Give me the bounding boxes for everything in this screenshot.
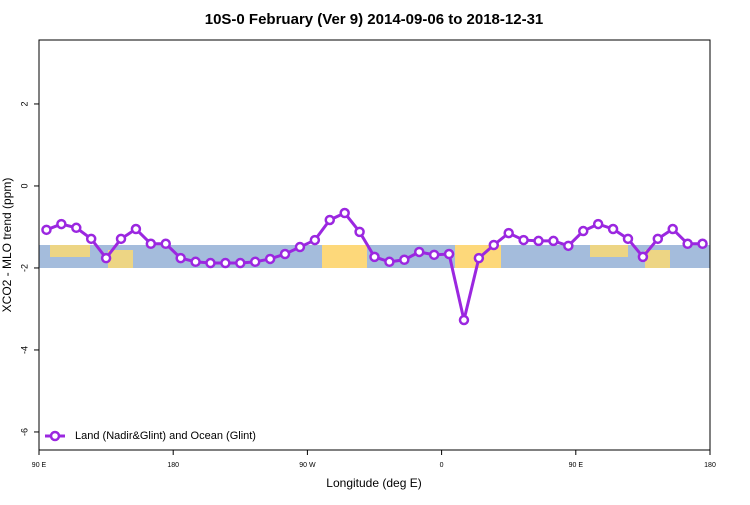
data-point bbox=[205, 257, 216, 269]
data-point bbox=[115, 233, 127, 245]
data-point bbox=[533, 235, 544, 247]
y-tick-label: -6 bbox=[19, 428, 29, 436]
plot-frame bbox=[38, 39, 711, 451]
data-point bbox=[71, 222, 82, 234]
data-point bbox=[428, 249, 440, 261]
data-point bbox=[339, 207, 350, 219]
data-point bbox=[488, 239, 500, 251]
data-point bbox=[518, 234, 529, 246]
data-point bbox=[324, 214, 336, 226]
data-point bbox=[607, 223, 619, 235]
data-point bbox=[309, 234, 321, 246]
data-point bbox=[548, 235, 559, 247]
chart-title: 10S-0 February (Ver 9) 2014-09-06 to 201… bbox=[205, 11, 544, 28]
data-point bbox=[443, 248, 455, 260]
data-point bbox=[354, 226, 365, 238]
x-tick-label: 180 bbox=[704, 462, 716, 469]
x-axis-label: Longitude (deg E) bbox=[326, 476, 421, 490]
data-point bbox=[294, 241, 306, 253]
data-point bbox=[220, 257, 231, 269]
data-point bbox=[503, 227, 514, 239]
legend-label: Land (Nadir&Glint) and Ocean (Glint) bbox=[75, 430, 256, 442]
x-tick-label: 90 E bbox=[569, 462, 584, 469]
y-tick-label: 0 bbox=[19, 183, 29, 188]
data-point bbox=[682, 238, 693, 250]
data-point bbox=[384, 256, 395, 268]
data-point bbox=[622, 233, 634, 245]
x-tick-label: 180 bbox=[167, 462, 179, 469]
y-axis-label: XCO2 - MLO trend (ppm) bbox=[0, 178, 14, 313]
data-point bbox=[41, 224, 52, 236]
data-point bbox=[56, 218, 67, 230]
data-point bbox=[637, 251, 649, 263]
data-point bbox=[399, 254, 410, 266]
y-tick-label: 2 bbox=[19, 101, 29, 106]
data-point bbox=[652, 233, 664, 245]
data-point bbox=[697, 238, 708, 250]
data-point bbox=[413, 246, 425, 258]
data-point bbox=[145, 238, 157, 250]
data-point bbox=[175, 252, 186, 264]
x-tick-label: 0 bbox=[440, 462, 444, 469]
data-point bbox=[578, 225, 589, 237]
x-tick-label: 90 W bbox=[299, 462, 316, 469]
data-point bbox=[100, 252, 112, 264]
data-point bbox=[563, 240, 574, 252]
data-point bbox=[235, 257, 246, 269]
data-point bbox=[190, 256, 201, 268]
data-point bbox=[473, 252, 485, 264]
data-point bbox=[249, 256, 261, 268]
y-tick-label: -4 bbox=[19, 346, 29, 354]
data-point bbox=[264, 253, 276, 265]
legend-marker bbox=[49, 430, 61, 442]
x-tick-label: 90 E bbox=[32, 462, 47, 469]
data-point bbox=[667, 223, 678, 235]
data-point bbox=[130, 223, 142, 235]
data-point bbox=[85, 233, 97, 245]
data-point bbox=[458, 314, 470, 326]
data-point bbox=[369, 251, 380, 263]
data-point bbox=[160, 238, 171, 250]
data-point bbox=[592, 218, 604, 230]
y-tick-label: -2 bbox=[19, 264, 29, 272]
data-point bbox=[279, 248, 291, 260]
